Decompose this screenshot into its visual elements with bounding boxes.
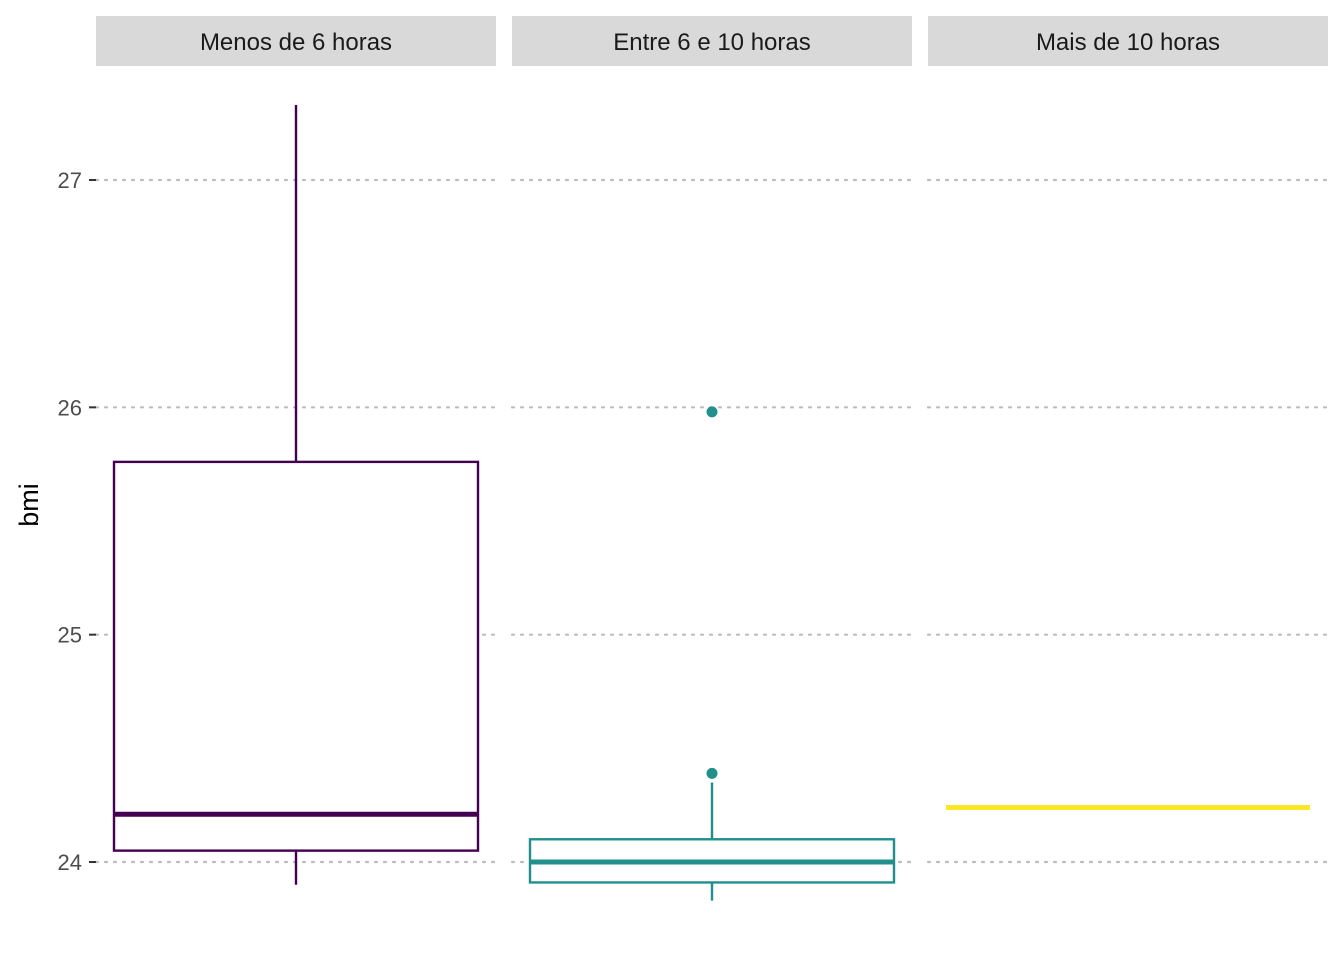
facet-strip-label: Entre 6 e 10 horas [613, 29, 810, 56]
y-axis: 24 25 26 27 bmi [14, 168, 96, 875]
facet-panel-3: Mais de 10 horas [928, 16, 1328, 810]
y-tick-label: 26 [58, 395, 82, 420]
y-tick-label: 24 [58, 850, 82, 875]
facet-panel-1: Menos de 6 horas [96, 16, 496, 885]
y-tick-label: 25 [58, 623, 82, 648]
iqr-box [112, 460, 480, 852]
facet-strip-label: Menos de 6 horas [200, 29, 392, 56]
facet-panel-2: Entre 6 e 10 horas [512, 16, 912, 901]
facet-strip [96, 16, 496, 66]
y-axis-title: bmi [14, 483, 44, 527]
facet-panels: Menos de 6 horas Entre 6 e 10 horas Mais d… [96, 16, 1328, 901]
outlier-point [706, 406, 718, 418]
y-tick-label: 27 [58, 168, 82, 193]
facet-strip [928, 16, 1328, 66]
facet-strip [512, 16, 912, 66]
facet-strip-label: Mais de 10 horas [1036, 29, 1220, 56]
outlier-point [706, 767, 718, 779]
